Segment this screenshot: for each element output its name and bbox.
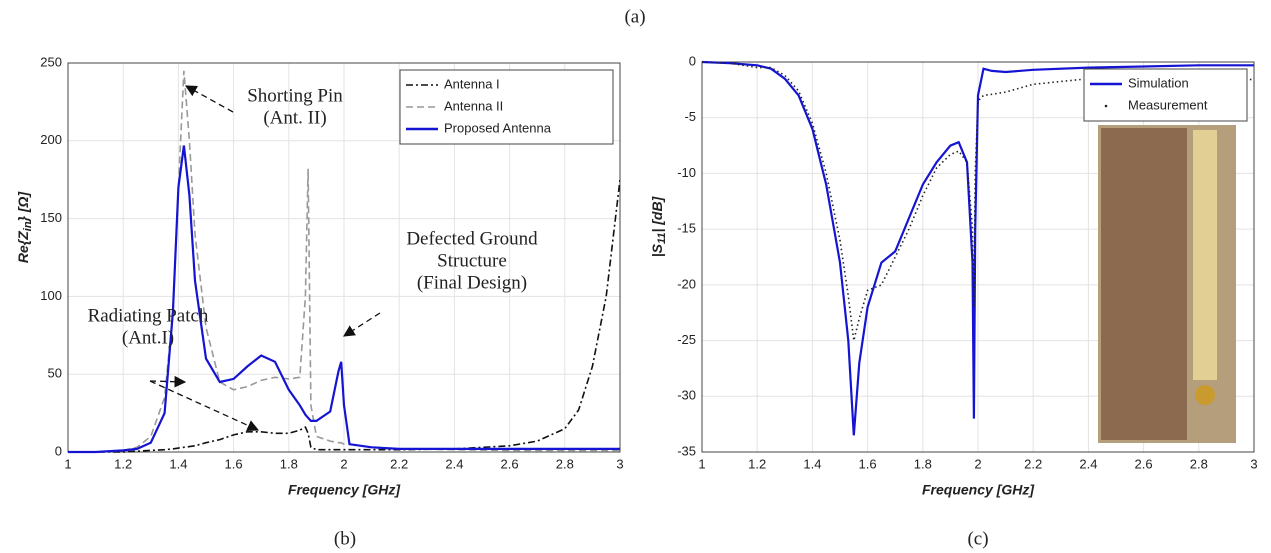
y-axis-label: Re{Zin} [Ω] xyxy=(15,191,34,264)
y-tick-label: -35 xyxy=(677,443,696,458)
annotation-arrow xyxy=(184,85,234,113)
x-tick-label: 1 xyxy=(698,456,705,471)
y-tick-label: 0 xyxy=(689,53,696,68)
y-tick-label: 200 xyxy=(40,132,62,147)
y-tick-label: -15 xyxy=(677,221,696,236)
x-axis-label: Frequency [GHz] xyxy=(922,482,1035,498)
x-tick-label: 3 xyxy=(1250,456,1257,471)
x-tick-label: 1.8 xyxy=(280,456,298,471)
x-tick-label: 1.6 xyxy=(859,456,877,471)
y-tick-label: -30 xyxy=(677,388,696,403)
y-tick-label: -5 xyxy=(684,109,696,124)
series-line xyxy=(702,60,1254,436)
annotation: (Final Design) xyxy=(417,272,527,293)
legend-label: Antenna II xyxy=(444,98,503,113)
y-tick-label: 0 xyxy=(55,443,62,458)
y-tick-label: 250 xyxy=(40,54,62,69)
annotation-arrow xyxy=(149,375,187,388)
panel-label: (b) xyxy=(334,528,356,549)
x-axis-label: Frequency [GHz] xyxy=(288,482,401,498)
annotation-arrow xyxy=(343,312,381,337)
annotation: Structure xyxy=(437,250,507,271)
x-tick-label: 1 xyxy=(64,456,71,471)
y-axis-label-part: } [Ω] xyxy=(15,191,31,224)
y-tick-label: 100 xyxy=(40,288,62,303)
plot-frame xyxy=(67,62,621,453)
series-line xyxy=(702,61,1254,341)
x-tick-label: 2.6 xyxy=(501,456,519,471)
x-tick-label: 1.8 xyxy=(914,456,932,471)
legend-label: Measurement xyxy=(1128,97,1208,112)
plot-frame xyxy=(701,61,1255,453)
x-tick-label: 3 xyxy=(616,456,623,471)
x-tick-label: 2.6 xyxy=(1135,456,1153,471)
figure-label: (a) xyxy=(624,6,645,27)
x-tick-label: 2.8 xyxy=(1190,456,1208,471)
y-axis-label: |S11| [dB] xyxy=(649,195,668,257)
x-tick-label: 1.6 xyxy=(225,456,243,471)
y-axis-label-part: Re{Z xyxy=(15,231,31,263)
annotation: Defected Ground xyxy=(406,228,538,249)
x-tick-label: 2 xyxy=(340,456,347,471)
annotation: (Ant. II) xyxy=(263,107,326,128)
y-axis-label-sub: in xyxy=(22,221,34,231)
y-axis-label-sub: 11 xyxy=(656,233,668,244)
x-tick-label: 1.2 xyxy=(748,456,766,471)
y-tick-label: 150 xyxy=(40,210,62,225)
x-tick-label: 2.4 xyxy=(445,456,463,471)
series-line xyxy=(68,179,620,453)
y-tick-label: 50 xyxy=(48,366,62,381)
y-axis-label-part: | [dB] xyxy=(649,195,665,232)
annotation: Shorting Pin xyxy=(247,85,343,106)
panel-label: (c) xyxy=(967,528,988,549)
y-axis-label-part: |S xyxy=(649,243,665,257)
legend-swatch xyxy=(1104,104,1108,108)
y-tick-label: -25 xyxy=(677,332,696,347)
photo-antenna xyxy=(1193,130,1217,380)
legend-box xyxy=(399,69,614,145)
y-tick-label: -10 xyxy=(677,165,696,180)
legend-label: Simulation xyxy=(1128,75,1189,90)
legend-label: Proposed Antenna xyxy=(444,120,552,135)
x-tick-label: 2.2 xyxy=(390,456,408,471)
x-tick-label: 2 xyxy=(974,456,981,471)
x-tick-label: 2.8 xyxy=(556,456,574,471)
y-tick-label: -20 xyxy=(677,276,696,291)
annotation: Radiating Patch xyxy=(88,305,209,326)
x-tick-label: 2.4 xyxy=(1079,456,1097,471)
series-line xyxy=(68,145,620,454)
x-tick-label: 1.2 xyxy=(114,456,132,471)
legend-box xyxy=(1083,68,1248,122)
annotation: (Ant.I) xyxy=(122,327,174,348)
photo-ruler xyxy=(1101,128,1187,440)
x-tick-label: 1.4 xyxy=(169,456,187,471)
legend-label: Antenna I xyxy=(444,76,500,91)
x-tick-label: 2.2 xyxy=(1024,456,1042,471)
photo-connector xyxy=(1195,385,1215,405)
x-tick-label: 1.4 xyxy=(803,456,821,471)
